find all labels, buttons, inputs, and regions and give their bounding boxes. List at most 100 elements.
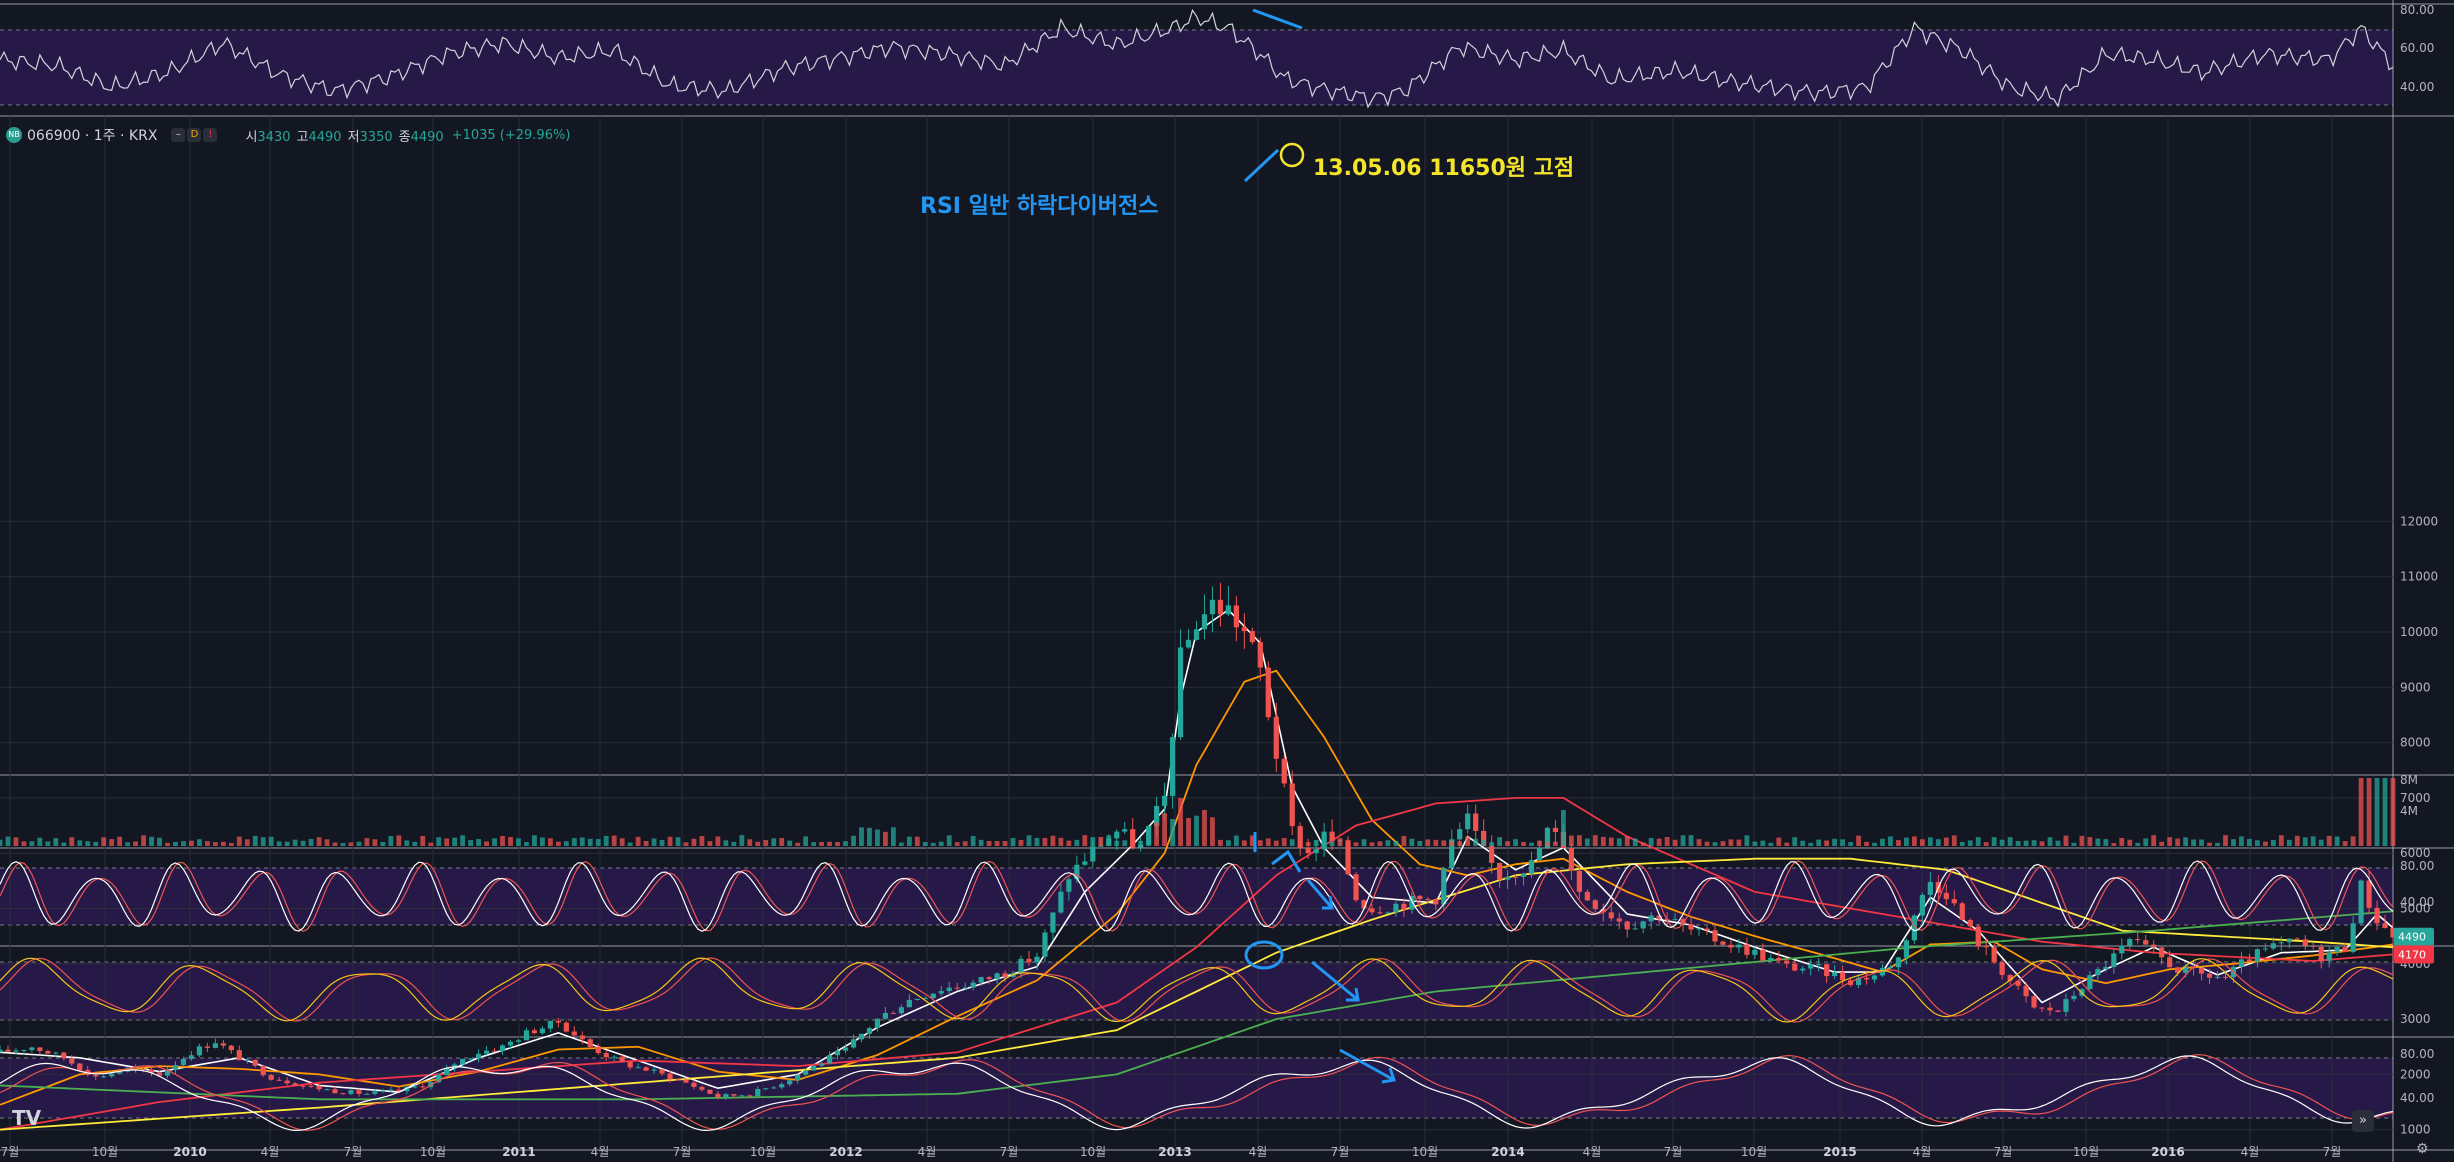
volume-bar bbox=[181, 841, 186, 846]
volume-bar bbox=[372, 839, 378, 846]
rsi-divergence-note[interactable]: RSI 일반 하락다이버전스 bbox=[920, 194, 1159, 219]
candle-body bbox=[1824, 964, 1830, 977]
volume-bar bbox=[1146, 839, 1152, 846]
candle-body bbox=[1233, 605, 1239, 628]
volume-bar bbox=[1896, 840, 1901, 846]
candle-body bbox=[1903, 940, 1910, 958]
candle-body bbox=[2151, 944, 2157, 948]
price-axis-label: 10000 bbox=[2400, 625, 2438, 639]
price-axis-label: 9000 bbox=[2400, 680, 2431, 694]
candle-body bbox=[292, 1083, 298, 1086]
volume-bar bbox=[1194, 815, 1199, 846]
candle-body bbox=[1744, 944, 1750, 955]
volume-bar bbox=[300, 840, 306, 846]
volume-bar bbox=[723, 840, 729, 846]
candle-body bbox=[739, 1095, 745, 1097]
candle-body bbox=[619, 1056, 625, 1062]
candle-body bbox=[53, 1052, 59, 1054]
volume-bar bbox=[61, 842, 67, 846]
candle-body bbox=[571, 1031, 577, 1036]
volume-bar bbox=[236, 836, 242, 846]
volume-bar bbox=[675, 837, 681, 846]
candle-body bbox=[77, 1063, 83, 1070]
time-axis[interactable]: 7월 10월 2010 4월 7월 10월 2011 4월 7월 10월 2012 4월 7월 10월 20… bbox=[1, 1145, 2342, 1159]
candle-body bbox=[1409, 895, 1415, 910]
candle-body bbox=[436, 1074, 442, 1083]
volume-bar bbox=[364, 838, 370, 846]
candle-body bbox=[2254, 949, 2260, 962]
candle-body bbox=[260, 1065, 266, 1076]
candle-body bbox=[1648, 915, 1654, 922]
time-axis-label: 10월 bbox=[1080, 1145, 1106, 1159]
candle-body bbox=[212, 1043, 218, 1048]
high-price-note[interactable]: 13.05.06 11650원 고점 bbox=[1313, 156, 1575, 181]
volume-bar bbox=[1273, 840, 1279, 846]
price-axis-label: 11000 bbox=[2400, 570, 2438, 584]
volume-bar bbox=[2390, 778, 2396, 846]
volume-bar bbox=[1553, 841, 1558, 846]
ma-price-tag-bg bbox=[2394, 945, 2434, 964]
candle-body bbox=[1377, 912, 1383, 914]
candle-body bbox=[2175, 967, 2181, 973]
volume-bar bbox=[1640, 842, 1646, 846]
volume-bar bbox=[1592, 835, 1598, 846]
candle-body bbox=[2390, 927, 2396, 938]
candle-body bbox=[795, 1074, 801, 1081]
volume-bar bbox=[332, 842, 338, 846]
candle-body bbox=[1241, 627, 1247, 632]
candle-body bbox=[771, 1087, 777, 1089]
volume-bar bbox=[1457, 841, 1463, 846]
eye-icon[interactable]: – bbox=[171, 128, 186, 142]
volume-bar bbox=[1090, 837, 1096, 846]
volume-bar bbox=[1744, 835, 1750, 846]
volume-bar bbox=[1265, 838, 1271, 846]
volume-bar bbox=[268, 836, 274, 846]
time-axis-label: 2016 bbox=[2151, 1145, 2184, 1159]
volume-bar bbox=[45, 841, 51, 846]
candle-body bbox=[834, 1050, 841, 1056]
candle-body bbox=[2031, 996, 2037, 1008]
candle-body bbox=[1640, 921, 1646, 929]
settings-gear-icon[interactable]: ⚙ bbox=[2416, 1141, 2429, 1157]
candle-body bbox=[1887, 967, 1894, 969]
candle-body bbox=[1473, 813, 1479, 831]
candle-body bbox=[970, 982, 976, 988]
candle-body bbox=[1688, 924, 1694, 930]
volume-bar bbox=[1680, 835, 1686, 846]
candle-body bbox=[850, 1039, 857, 1048]
volume-bar bbox=[1513, 839, 1518, 846]
time-axis-label: 7월 bbox=[1, 1145, 20, 1159]
candle-body bbox=[1656, 915, 1662, 920]
volume-bar bbox=[651, 838, 657, 846]
delay-badge: D bbox=[187, 128, 202, 142]
scroll-to-realtime-button[interactable]: » bbox=[2352, 1110, 2374, 1132]
volume-bar bbox=[547, 838, 553, 846]
candle-body bbox=[2143, 940, 2149, 945]
volume-bar bbox=[2167, 837, 2173, 846]
volume-bar bbox=[77, 840, 83, 846]
volume-bar bbox=[500, 836, 505, 846]
candle-body bbox=[204, 1046, 210, 1048]
volume-bar bbox=[1034, 837, 1040, 846]
symbol-title[interactable]: 066900 · 1주 · KRX bbox=[27, 128, 158, 144]
price-axis[interactable]: 1200011000100009000800070006000500040003… bbox=[2400, 514, 2438, 1136]
candle-body bbox=[1784, 960, 1790, 964]
candle-body bbox=[2350, 923, 2356, 952]
volume-bar bbox=[1632, 838, 1638, 846]
candle-body bbox=[1616, 918, 1622, 922]
volume-bar bbox=[1840, 839, 1846, 846]
oscillator-bands bbox=[0, 29, 2393, 1119]
volume-bar bbox=[1313, 840, 1319, 846]
candle-body bbox=[2238, 959, 2245, 967]
volume-bar bbox=[220, 841, 226, 846]
volume-bar bbox=[1760, 840, 1766, 846]
candle-body bbox=[2119, 945, 2125, 954]
candle-body bbox=[1504, 876, 1511, 880]
candle-body bbox=[755, 1088, 761, 1097]
volume-bar bbox=[2199, 839, 2204, 846]
candle-body bbox=[356, 1090, 362, 1094]
price-axis-label: 3000 bbox=[2400, 1012, 2431, 1026]
time-axis-label: 7월 bbox=[344, 1145, 363, 1159]
volume-bar bbox=[938, 841, 944, 846]
